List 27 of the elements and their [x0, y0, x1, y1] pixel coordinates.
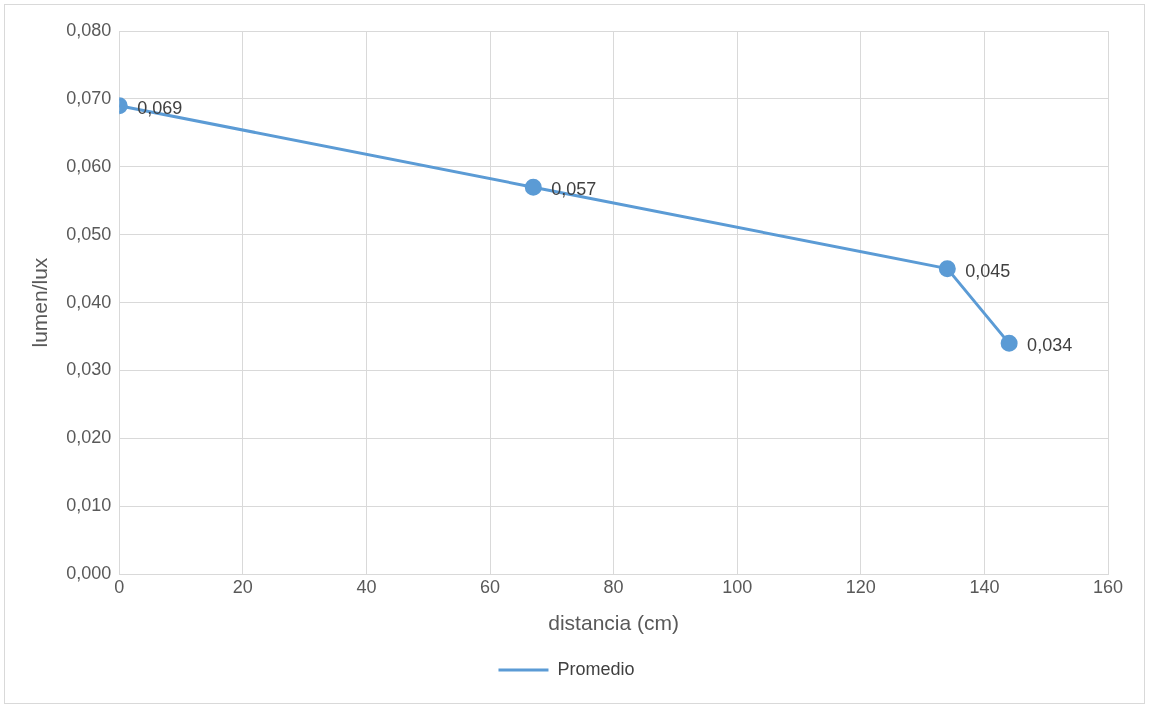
- y-tick-label: 0,070: [66, 87, 112, 108]
- data-label: 0,069: [137, 97, 183, 118]
- point: [1000, 334, 1018, 352]
- x-tick-label: 0: [114, 576, 125, 597]
- y-tick-label: 0,000: [66, 563, 112, 584]
- y-tick-label: 0,030: [66, 359, 112, 380]
- y-tick-label: 0,010: [66, 495, 112, 516]
- y-tick-label: 0,060: [66, 155, 112, 176]
- point: [938, 260, 956, 278]
- x-tick-label: 20: [232, 576, 253, 597]
- x-tick-label: 160: [1092, 576, 1124, 597]
- y-tick-label: 0,020: [66, 427, 112, 448]
- y-tick-label: 0,080: [66, 19, 112, 40]
- data-label: 0,034: [1027, 335, 1073, 356]
- x-tick-label: 120: [845, 576, 876, 597]
- y-tick-label: 0,040: [66, 291, 112, 312]
- data-label: 0,045: [965, 260, 1011, 281]
- y-tick-label: 0,050: [66, 223, 112, 244]
- y-axis-title: lumen/lux: [28, 257, 52, 348]
- x-tick-label: 80: [603, 576, 624, 597]
- legend-label: Promedio: [557, 658, 635, 679]
- x-tick-label: 140: [969, 576, 1000, 597]
- data-label: 0,057: [551, 179, 597, 200]
- x-axis-title: distancia (cm): [548, 611, 679, 635]
- x-tick-label: 100: [722, 576, 753, 597]
- x-tick-label: 40: [356, 576, 377, 597]
- x-tick-label: 60: [480, 576, 501, 597]
